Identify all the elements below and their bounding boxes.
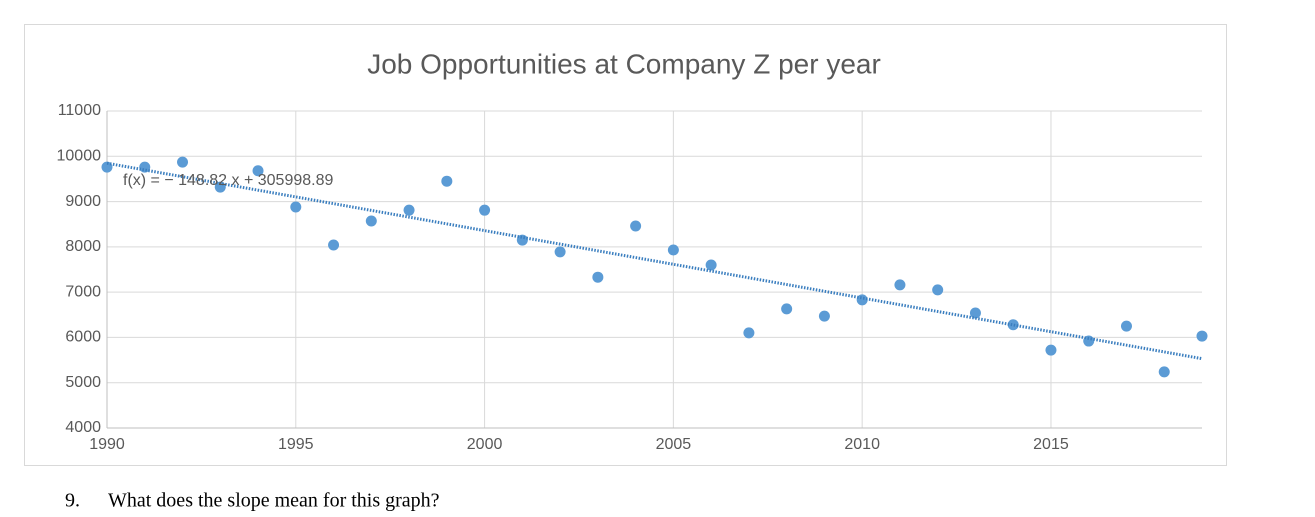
y-tick-label: 4000 — [65, 419, 101, 436]
point — [365, 215, 377, 227]
point — [592, 271, 604, 283]
point — [441, 175, 453, 187]
chart-frame — [24, 24, 1227, 466]
point — [1045, 344, 1057, 356]
x-tick-label: 1990 — [89, 436, 125, 453]
y-tick-label: 9000 — [65, 193, 101, 210]
point — [479, 204, 491, 216]
y-tick-label: 10000 — [57, 148, 102, 165]
point — [139, 161, 151, 173]
point — [1158, 366, 1170, 378]
point — [969, 307, 981, 319]
point — [1196, 330, 1208, 342]
y-tick-label: 5000 — [65, 374, 101, 391]
point — [705, 259, 717, 271]
question-text: What does the slope mean for this graph? — [108, 490, 440, 512]
trendline — [106, 161, 1203, 361]
question-number: 9. — [65, 490, 80, 512]
trendline-equation: f(x) = − 148.82 x + 305998.89 — [123, 172, 333, 189]
point — [932, 284, 944, 296]
point — [101, 161, 113, 173]
x-tick-label: 2015 — [1033, 436, 1069, 453]
point — [252, 165, 264, 177]
point — [1007, 319, 1019, 331]
x-tick-label: 2005 — [656, 436, 692, 453]
y-tick-label: 8000 — [65, 238, 101, 255]
x-tick-label: 1995 — [278, 436, 314, 453]
x-tick-label: 2000 — [467, 436, 503, 453]
point — [667, 244, 679, 256]
y-tick-label: 7000 — [65, 283, 101, 300]
point — [743, 327, 755, 339]
point — [328, 239, 340, 251]
point — [630, 220, 642, 232]
x-tick-label: 2010 — [844, 436, 880, 453]
chart-title: Job Opportunities at Company Z per year — [367, 48, 881, 79]
point — [1120, 320, 1132, 332]
point — [856, 294, 868, 306]
y-tick-label: 6000 — [65, 329, 101, 346]
point — [290, 201, 302, 213]
point — [516, 234, 528, 246]
y-tick-label: 11000 — [58, 102, 101, 119]
point — [554, 246, 566, 258]
point — [403, 204, 415, 216]
point — [894, 279, 906, 291]
point — [781, 303, 793, 315]
point — [818, 310, 830, 322]
point — [177, 156, 189, 168]
